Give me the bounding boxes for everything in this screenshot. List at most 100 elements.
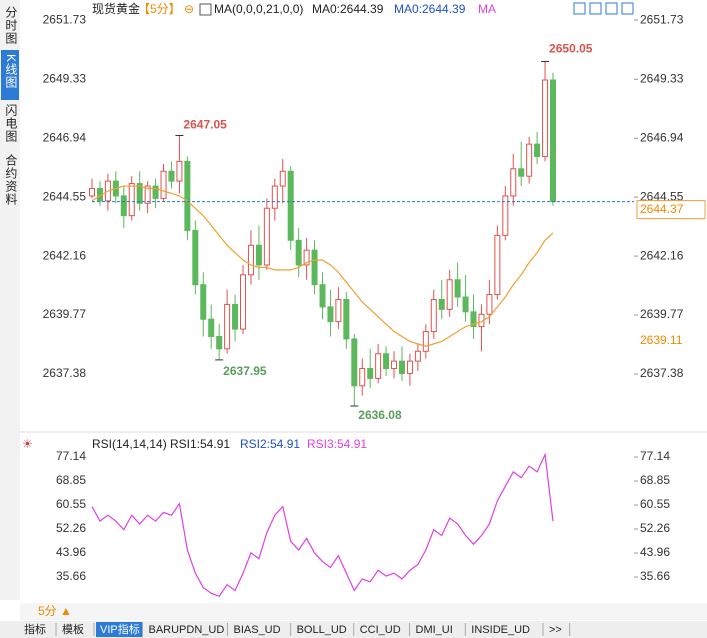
ma-label: 2639.11 <box>640 333 683 347</box>
bottom-tab[interactable]: >> <box>549 624 562 636</box>
candle-body <box>319 284 326 308</box>
y-tick-label: 2651.73 <box>640 12 684 26</box>
y-tick-label-left: 2637.38 <box>43 366 87 380</box>
ma-icon[interactable] <box>199 3 212 16</box>
selected-tab <box>1 50 19 100</box>
y-tick-label: 43.96 <box>640 545 670 559</box>
y-tick-label: 2642.16 <box>640 248 684 262</box>
candle-body <box>438 298 445 310</box>
y-tick-label-left: 68.85 <box>56 473 86 487</box>
candle-body <box>470 311 477 328</box>
rsi-icon[interactable]: ☀ <box>22 437 33 451</box>
candle-body <box>136 183 143 204</box>
extreme-label: 2636.08 <box>358 408 402 422</box>
ma-line <box>91 185 554 347</box>
ma-tail: MA <box>478 2 496 16</box>
ma-value: MA0:2644.39 <box>394 2 466 16</box>
candle-body <box>240 274 247 330</box>
bottom-tab[interactable]: BIAS_UD <box>234 624 281 636</box>
y-tick-label-left: 35.66 <box>56 569 86 583</box>
y-tick-label: 2637.38 <box>640 366 684 380</box>
candle-body <box>287 170 294 241</box>
candle-body <box>327 306 334 323</box>
candle-body <box>398 360 405 374</box>
candle-body <box>160 170 167 199</box>
candle-body <box>502 195 509 236</box>
candle-body <box>542 79 549 157</box>
rsi-value: RSI1:54.91 <box>170 437 230 451</box>
extreme-label: 2650.05 <box>549 42 593 56</box>
bottom-tab[interactable]: CCI_UD <box>360 624 401 636</box>
bottom-tab[interactable]: VIP指标 <box>100 622 140 636</box>
y-tick-label: 35.66 <box>640 569 670 583</box>
extreme-label: 2637.95 <box>223 364 267 378</box>
tool-icon[interactable] <box>589 2 602 15</box>
rsi-line <box>91 452 554 597</box>
bottom-tab[interactable]: 指标 <box>24 622 46 636</box>
tab-label[interactable]: 分时图 <box>4 6 18 45</box>
candle-body <box>224 303 231 350</box>
bottom-tab[interactable]: 模板 <box>62 622 84 636</box>
tool-icon[interactable] <box>621 2 634 15</box>
y-tick-label: 2646.94 <box>640 130 684 144</box>
symbol: 现货黄金 <box>92 1 140 16</box>
candle-body <box>526 143 533 177</box>
tool-icon[interactable] <box>573 2 586 15</box>
candle-body <box>144 185 151 204</box>
candle-body <box>192 229 199 286</box>
y-tick-label: 2644.55 <box>640 189 684 203</box>
y-tick-label: 2639.77 <box>640 307 684 321</box>
candle-body <box>454 279 461 298</box>
tab-label[interactable]: K线图 <box>4 54 18 89</box>
bottom-tab[interactable]: INSIDE_UD <box>471 624 530 636</box>
bottom-tab[interactable]: DMI_UI <box>416 624 453 636</box>
candle-body <box>176 160 183 182</box>
period[interactable]: 【5分】 <box>138 2 181 16</box>
candle-body <box>359 368 366 387</box>
candle-body <box>534 143 541 157</box>
candle-body <box>200 284 207 320</box>
bottom-tab[interactable]: BARUPDN_UD <box>149 624 225 636</box>
tab-label[interactable]: 闪电图 <box>4 104 18 143</box>
y-tick-label: 52.26 <box>640 521 670 535</box>
y-tick-label-left: 2649.33 <box>43 71 87 85</box>
candle-body <box>303 249 310 266</box>
last-price-box <box>636 200 706 220</box>
candle-body <box>494 234 501 296</box>
y-tick-label-left: 77.14 <box>56 449 86 463</box>
rsi-params: RSI(14,14,14) <box>92 437 167 451</box>
extreme-label: 2647.05 <box>183 118 227 132</box>
tool-icon[interactable] <box>605 2 618 15</box>
period-icon[interactable]: ⊖ <box>184 2 194 16</box>
period-bar <box>20 603 707 620</box>
candle-body <box>343 298 350 340</box>
last-price-label: 2644.37 <box>640 202 684 216</box>
rsi-value: RSI3:54.91 <box>307 437 367 451</box>
left-sidebar <box>0 0 20 600</box>
candle-body <box>120 195 127 217</box>
bottom-tab[interactable]: BOLL_UD <box>297 624 347 636</box>
y-tick-label: 2649.33 <box>640 71 684 85</box>
candle-body <box>430 298 437 333</box>
y-tick-label-left: 60.55 <box>56 497 86 511</box>
y-tick-label: 77.14 <box>640 449 670 463</box>
period-button[interactable]: 5分 ▲ <box>38 604 72 618</box>
candle-body <box>486 294 493 315</box>
ma-params: MA(0,0,0,21,0,0) <box>214 2 303 16</box>
candle-body <box>263 207 270 266</box>
tab-label[interactable]: 合约资料 <box>4 153 18 206</box>
y-tick-label-left: 43.96 <box>56 545 86 559</box>
candle-body <box>383 353 390 370</box>
candle-body <box>247 244 254 276</box>
candle-body <box>446 279 453 310</box>
candle-body <box>89 188 95 197</box>
candle-body <box>335 298 342 323</box>
candle-body <box>422 331 429 352</box>
y-tick-label-left: 52.26 <box>56 521 86 535</box>
y-tick-label: 60.55 <box>640 497 670 511</box>
candle-body <box>216 335 223 350</box>
candle-body <box>518 168 525 177</box>
rsi-value: RSI2:54.91 <box>240 437 300 451</box>
candle-body <box>168 170 175 182</box>
